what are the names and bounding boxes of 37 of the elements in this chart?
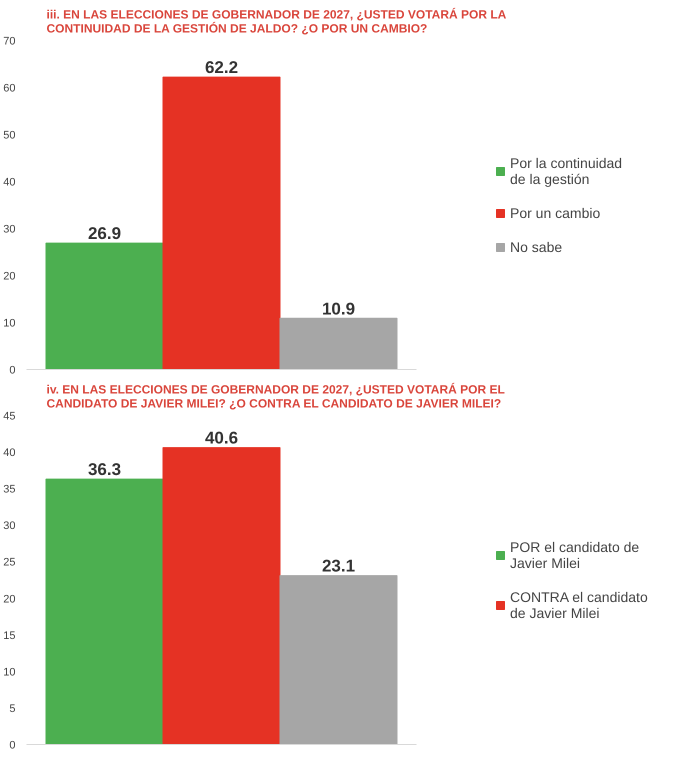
legend-label: CONTRA el candidato de Javier Milei	[510, 588, 649, 620]
y-tick-label: 25	[3, 556, 16, 569]
y-tick-label: 30	[3, 520, 16, 532]
y-tick-label: 30	[3, 224, 16, 236]
chart-title: iv. EN LAS ELECCIONES DE GOBERNADOR DE 2027, ¿USTED VOTARÁ POR EL CANDIDATO DE JAVIER MILEI? ¿O CONTRA EL CANDIDATO DE JAVIER MILEI?	[46, 382, 505, 410]
bar	[162, 447, 280, 744]
y-tick-label: 0	[9, 740, 16, 752]
y-tick-label: 20	[3, 270, 16, 282]
bar	[280, 318, 398, 370]
bar	[46, 242, 164, 370]
data-label: 40.6	[204, 428, 238, 448]
y-tick-label: 40	[3, 176, 16, 188]
legend-label: POR el candidato de Javier Milei	[510, 538, 640, 570]
bar	[162, 76, 280, 370]
y-tick-label: 0	[9, 364, 16, 376]
y-tick-label: 40	[3, 447, 16, 460]
chart-title: iii. EN LAS ELECCIONES DE GOBERNADOR DE 2027, ¿USTED VOTARÁ POR LA CONTINUIDAD DE LA GESTIÓN DE JALDO? ¿O POR UN CAMBIO?	[46, 8, 507, 36]
y-tick-label: 20	[3, 593, 16, 606]
legend-label: Por la continuidad de la gestión	[510, 154, 624, 186]
y-tick-label: 35	[3, 484, 16, 496]
data-label: 10.9	[322, 299, 356, 318]
data-label: 36.3	[88, 460, 122, 480]
data-label: 23.1	[322, 556, 356, 576]
y-tick-label: 60	[3, 82, 16, 94]
legend-label: No sabe	[510, 238, 564, 254]
legend-label: Por un cambio	[510, 204, 602, 220]
y-tick-label: 15	[3, 630, 16, 642]
y-tick-label: 10	[3, 318, 16, 330]
y-tick-label: 70	[3, 36, 16, 48]
y-tick-label: 10	[3, 666, 16, 678]
y-tick-label: 50	[3, 130, 16, 142]
y-tick-label: 45	[3, 410, 16, 422]
bar	[46, 478, 164, 744]
data-label: 26.9	[88, 224, 122, 244]
bar	[280, 575, 398, 744]
data-label: 62.2	[204, 58, 238, 78]
y-tick-label: 5	[9, 702, 16, 715]
